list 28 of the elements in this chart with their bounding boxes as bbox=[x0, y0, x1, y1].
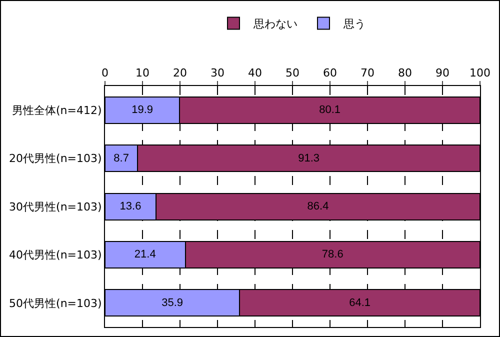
legend-label: 思わない bbox=[252, 18, 298, 31]
y-tick-label: 40代男性(n=103) bbox=[9, 248, 102, 262]
y-tick-label: 男性全体(n=412) bbox=[12, 104, 102, 117]
x-tick-label: 70 bbox=[360, 66, 374, 80]
x-tick-label: 50 bbox=[286, 66, 300, 80]
x-tick-label: 30 bbox=[210, 66, 224, 80]
x-tick-label: 0 bbox=[102, 66, 108, 80]
data-label: 86.4 bbox=[307, 200, 329, 213]
data-label: 8.7 bbox=[114, 152, 129, 164]
x-tick-label: 100 bbox=[470, 66, 490, 80]
data-label: 19.9 bbox=[132, 104, 154, 116]
x-tick-label: 60 bbox=[323, 66, 337, 80]
data-label: 78.6 bbox=[322, 248, 344, 261]
x-tick-label: 40 bbox=[248, 66, 262, 80]
x-tick-label: 10 bbox=[136, 66, 150, 80]
y-tick-label: 20代男性(n=103) bbox=[9, 152, 102, 166]
data-label: 91.3 bbox=[298, 152, 320, 164]
y-tick-label: 30代男性(n=103) bbox=[9, 200, 102, 214]
data-label: 64.1 bbox=[349, 296, 371, 309]
data-label: 21.4 bbox=[134, 248, 156, 261]
legend-label: 思う bbox=[342, 18, 366, 31]
x-tick-label: 20 bbox=[173, 66, 187, 80]
x-tick-label: 80 bbox=[398, 66, 412, 80]
data-label: 13.6 bbox=[120, 200, 142, 213]
y-tick-label: 50代男性(n=103) bbox=[9, 296, 102, 310]
data-label: 35.9 bbox=[162, 296, 184, 309]
x-tick-label: 90 bbox=[436, 66, 450, 80]
data-label: 80.1 bbox=[319, 104, 341, 116]
